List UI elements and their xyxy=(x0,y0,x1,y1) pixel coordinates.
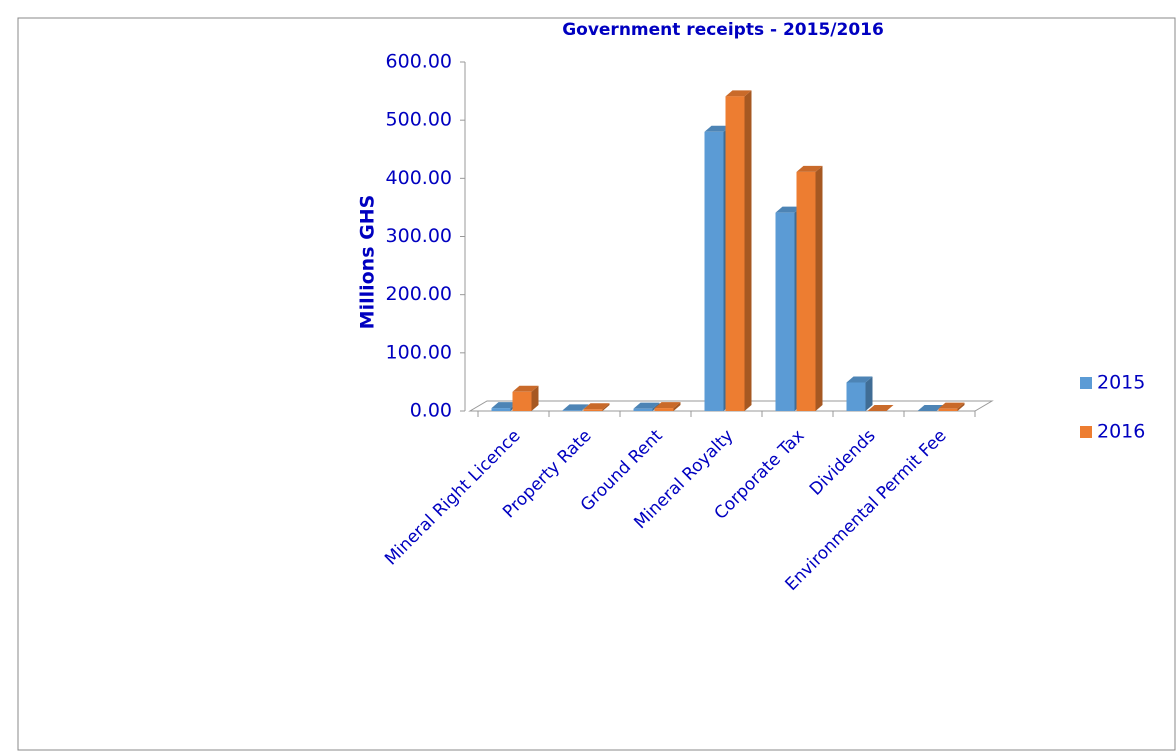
y-tick-label: 300.00 xyxy=(386,225,452,247)
bar-top xyxy=(917,405,944,411)
y-tick-label: 400.00 xyxy=(386,167,452,189)
bar-top xyxy=(512,385,539,392)
bar xyxy=(938,408,958,411)
bar xyxy=(583,409,603,411)
bar-side xyxy=(531,385,539,411)
bar-top xyxy=(491,402,518,409)
bar xyxy=(491,408,511,411)
bar-top xyxy=(583,403,610,410)
bar-top xyxy=(796,165,823,172)
legend-swatch xyxy=(1080,377,1092,389)
bar-top xyxy=(654,402,681,409)
bar-side xyxy=(673,402,681,411)
x-tick-label: Mineral Right Licence xyxy=(381,426,524,569)
bar xyxy=(704,131,724,412)
y-tick-label: 600.00 xyxy=(386,51,452,73)
bar-top xyxy=(846,376,873,383)
bar-side xyxy=(744,90,752,412)
bar xyxy=(633,408,653,411)
bar-top xyxy=(562,404,589,411)
bar xyxy=(512,391,532,411)
legend-label: 2015 xyxy=(1097,372,1145,394)
legend-swatch xyxy=(1080,426,1092,438)
bar-side xyxy=(957,402,965,411)
bar-top xyxy=(725,90,752,97)
y-axis-label: Millions GHS xyxy=(357,195,379,330)
y-tick-label: 500.00 xyxy=(386,109,452,131)
bar xyxy=(562,410,582,411)
bar xyxy=(654,408,674,411)
bar-side xyxy=(815,165,823,411)
bar-side xyxy=(865,376,873,411)
chart-title: Government receipts - 2015/2016 xyxy=(562,20,884,40)
x-tick-label: Dividends xyxy=(806,426,880,500)
bar-side xyxy=(602,403,610,411)
y-tick-label: 0.00 xyxy=(410,400,452,422)
bar-top xyxy=(704,125,731,132)
legend-label: 2016 xyxy=(1097,421,1145,443)
bar xyxy=(846,382,866,411)
bar xyxy=(775,212,795,411)
bar xyxy=(796,171,816,411)
chart-frame xyxy=(17,17,1176,751)
bar xyxy=(725,96,745,412)
bar-top xyxy=(867,405,894,411)
bar-top xyxy=(938,402,965,409)
bar-side xyxy=(581,404,589,411)
bar-top xyxy=(633,402,660,409)
y-tick-label: 200.00 xyxy=(386,283,452,305)
y-tick-label: 100.00 xyxy=(386,341,452,363)
bar-top xyxy=(775,206,802,213)
